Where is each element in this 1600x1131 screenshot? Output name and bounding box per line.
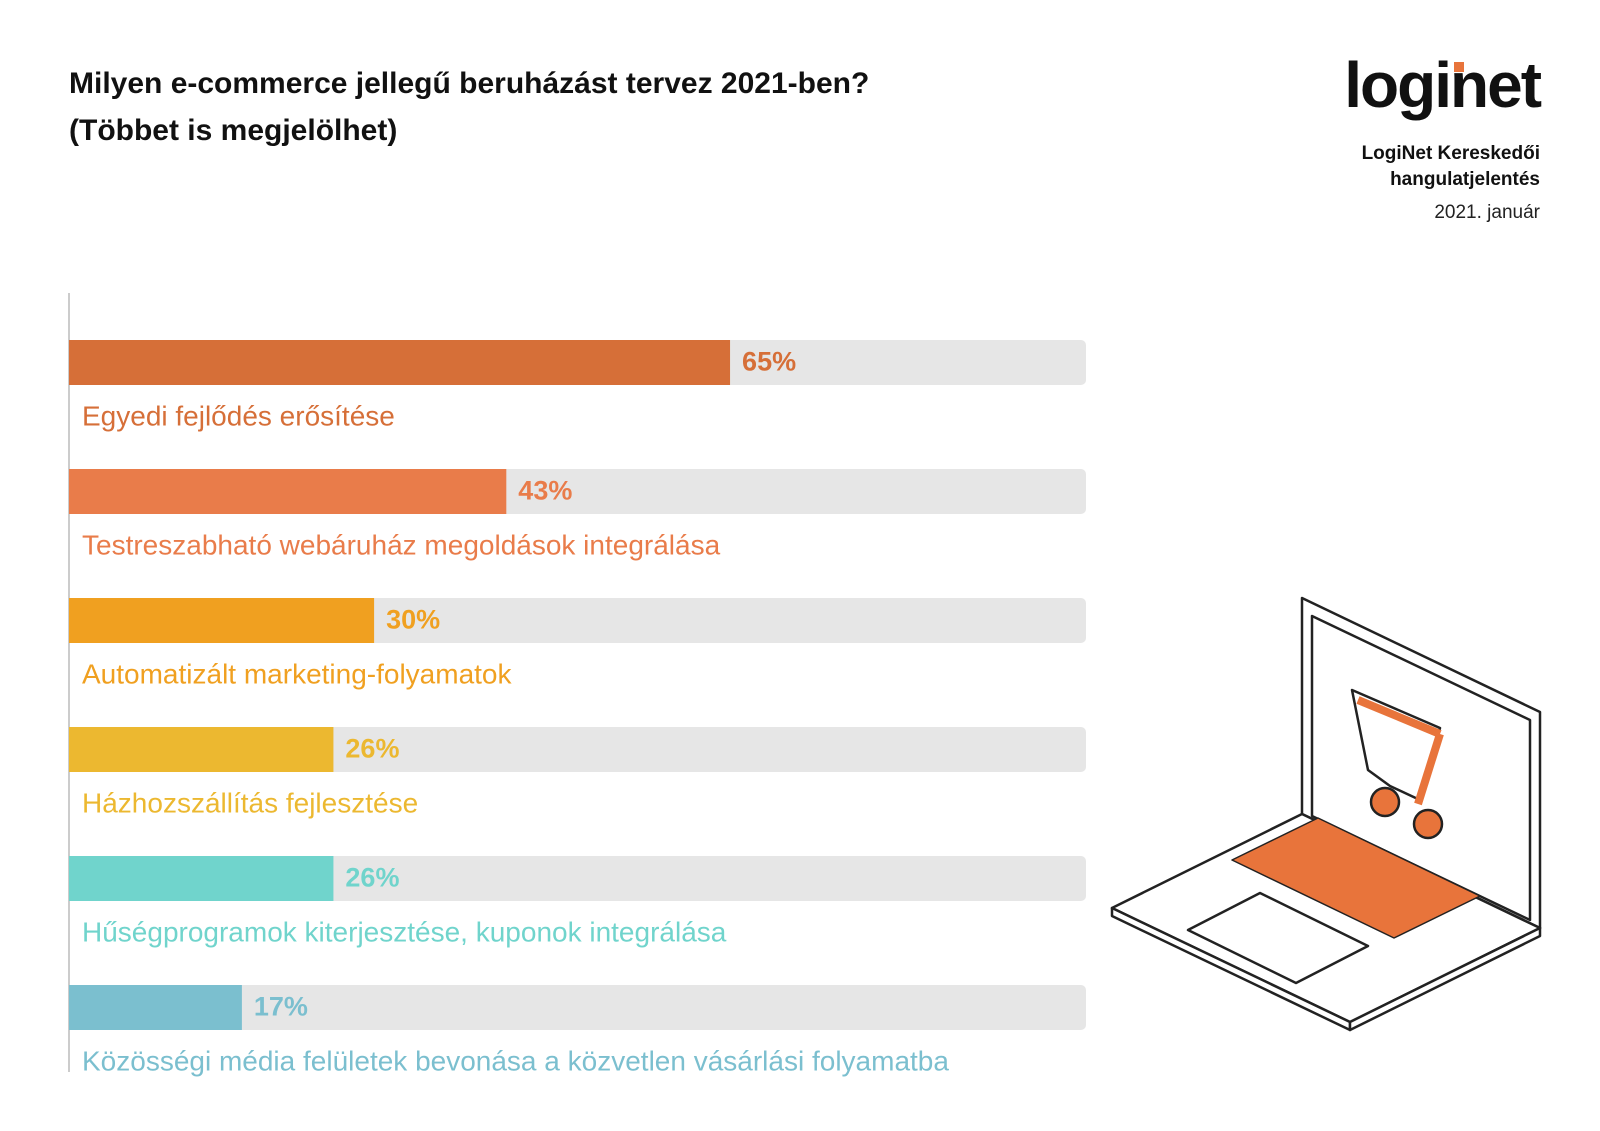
category-label: Automatizált marketing-folyamatok: [82, 658, 513, 689]
bar: [69, 598, 375, 643]
bar: [69, 985, 242, 1030]
category-label: Hűségprogramok kiterjesztése, kuponok in…: [82, 916, 727, 947]
category-label: Egyedi fejlődés erősítése: [82, 400, 395, 431]
laptop-illustration: [1110, 596, 1542, 1032]
bar: [69, 340, 731, 385]
report-name-2: hangulatjelentés: [1390, 169, 1540, 190]
value-label: 26%: [345, 734, 399, 764]
category-label: Közösségi média felületek bevonása a köz…: [82, 1045, 949, 1076]
bar: [69, 856, 334, 901]
chart-subtitle: (Többet is megjelölhet): [69, 114, 397, 147]
value-label: 65%: [742, 347, 796, 377]
value-label: 26%: [345, 863, 399, 893]
chart-title: Milyen e-commerce jellegű beruházást ter…: [69, 67, 869, 100]
category-label: Házhozszállítás fejlesztése: [82, 787, 418, 818]
logo-accent: [1454, 62, 1464, 72]
value-label: 43%: [518, 476, 572, 506]
bar: [69, 469, 507, 514]
report-date: 2021. január: [1434, 202, 1540, 223]
logo: loginet: [1344, 49, 1541, 121]
report-name-1: LogiNet Kereskedői: [1362, 143, 1540, 164]
value-label: 17%: [254, 992, 308, 1022]
bar-track: [69, 985, 1086, 1030]
value-label: 30%: [386, 605, 440, 635]
category-label: Testreszabható webáruház megoldások inte…: [82, 529, 721, 560]
bar: [69, 727, 334, 772]
